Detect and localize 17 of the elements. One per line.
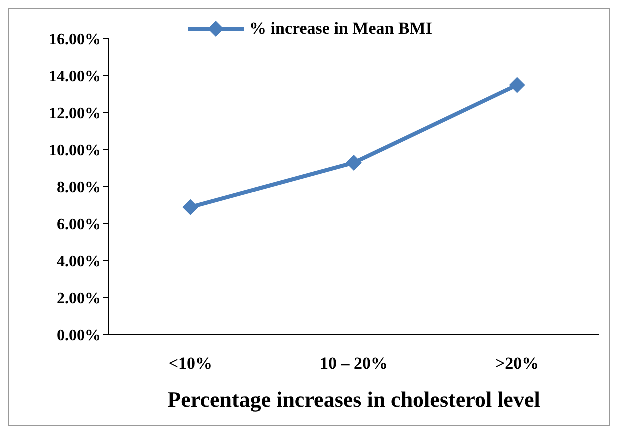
y-tick-label: 12.00% xyxy=(49,106,101,123)
x-tick-label: <10% xyxy=(168,354,213,374)
point xyxy=(346,154,362,171)
y-tick-label: 6.00% xyxy=(57,216,101,234)
y-tick-label: 14.00% xyxy=(49,68,101,86)
y-tick-label: 8.00% xyxy=(57,180,101,197)
y-tick-label: 2.00% xyxy=(57,290,101,308)
y-tick-label: 4.00% xyxy=(57,254,101,271)
y-tick-label: 10.00% xyxy=(49,142,101,160)
x-tick-label: >20% xyxy=(495,354,540,374)
y-tick-label: 16.00% xyxy=(49,32,101,49)
x-tick-label: 10 – 20% xyxy=(320,354,388,374)
y-tick-label: 0.00% xyxy=(57,328,101,345)
x-axis-title: Percentage increases in cholesterol level xyxy=(168,387,540,412)
legend-label: % increase in Mean BMI xyxy=(250,19,432,39)
point xyxy=(509,77,526,94)
point xyxy=(182,199,199,216)
